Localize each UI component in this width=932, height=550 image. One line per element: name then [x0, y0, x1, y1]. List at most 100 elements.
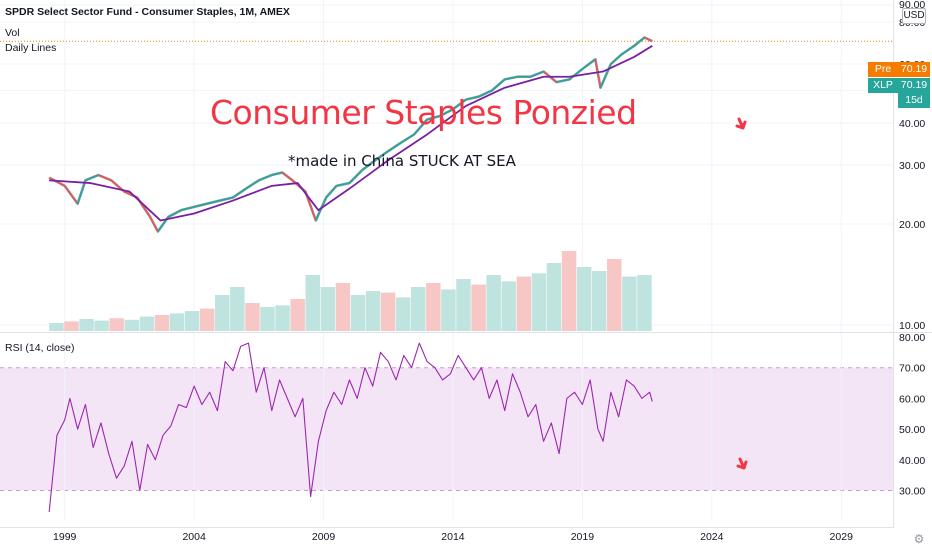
ma-legend[interactable]: Daily Lines — [5, 42, 57, 54]
time-tick-label: 2004 — [182, 531, 206, 543]
price-down-segment — [594, 59, 602, 88]
price-down-segment — [98, 174, 112, 182]
volume-bar — [335, 283, 351, 331]
price-up-segment — [610, 54, 622, 65]
volume-bar — [591, 271, 607, 331]
price-up-segment — [325, 185, 338, 199]
currency-selector[interactable]: USD — [902, 8, 926, 24]
rsi-legend[interactable]: RSI (14, close) — [5, 342, 75, 354]
annotation-headline: Consumer Staples Ponzied — [210, 93, 637, 132]
price-up-segment — [180, 206, 195, 211]
price-up-segment — [452, 98, 467, 110]
symbol-legend-title[interactable]: SPDR Select Sector Fund - Consumer Stapl… — [5, 6, 290, 18]
volume-bar — [380, 292, 396, 331]
price-up-segment — [336, 182, 350, 187]
price-tick-label: 20.00 — [899, 219, 925, 231]
time-tick-label: 2024 — [700, 531, 724, 543]
price-tick-label: 90.00 — [899, 0, 925, 11]
last-price-tag-value: 70.19 — [898, 78, 930, 93]
volume-bar — [637, 275, 652, 331]
volume-bar — [320, 287, 336, 331]
volume-bar — [350, 295, 366, 331]
volume-bar — [607, 259, 622, 331]
down-arrow-rsi-icon — [736, 457, 748, 470]
premarket-tag-value: 70.19 — [898, 62, 930, 77]
price-up-segment — [206, 199, 221, 205]
last-price-tag-label: XLP — [868, 78, 898, 93]
price-up-segment — [568, 68, 583, 81]
volume-bar — [184, 311, 200, 331]
volume-bar — [215, 295, 230, 331]
volume-bar — [501, 281, 516, 331]
price-up-segment — [620, 45, 635, 56]
price-up-segment — [167, 209, 182, 218]
volume-bar — [365, 291, 381, 331]
price-up-segment — [258, 174, 273, 182]
volume-bar — [546, 263, 562, 331]
premarket-tag-label: Pre — [868, 62, 898, 77]
rsi-tick-label: 60.00 — [899, 393, 925, 405]
volume-bar — [486, 275, 501, 331]
price-up-segment — [374, 150, 389, 161]
rsi-band — [0, 367, 893, 491]
price-up-segment — [633, 36, 646, 47]
price-up-segment — [361, 159, 376, 171]
price-up-segment — [193, 202, 208, 208]
volume-bar — [124, 319, 140, 331]
time-tick-label: 2014 — [441, 531, 465, 543]
volume-bar — [49, 323, 64, 331]
price-up-segment — [465, 95, 480, 101]
price-down-segment — [644, 36, 653, 42]
price-up-segment — [387, 141, 402, 152]
price-up-segment — [581, 58, 596, 70]
time-tick-label: 2009 — [312, 531, 336, 543]
volume-bar — [426, 283, 441, 331]
price-up-segment — [556, 78, 570, 83]
price-up-segment — [76, 180, 87, 204]
volume-bar — [169, 313, 185, 331]
price-up-segment — [85, 174, 99, 182]
price-up-segment — [400, 133, 415, 144]
volume-bar — [441, 289, 456, 331]
volume-bar — [290, 299, 305, 331]
volume-bar — [456, 279, 471, 331]
volume-bar — [576, 267, 592, 331]
volume-bar — [471, 284, 486, 331]
price-up-segment — [491, 78, 506, 92]
price-up-segment — [478, 89, 493, 98]
volume-bar — [305, 275, 320, 331]
volume-bar — [561, 251, 577, 331]
price-up-segment — [413, 118, 428, 135]
volume-bar — [154, 315, 170, 331]
price-down-segment — [64, 185, 79, 205]
volume-bar — [395, 297, 411, 331]
price-up-segment — [245, 179, 260, 190]
time-tick-label: 2029 — [830, 531, 854, 543]
volume-bar — [94, 320, 109, 331]
volume-bar — [230, 287, 245, 331]
price-up-segment — [426, 115, 441, 121]
volume-bar — [79, 319, 94, 331]
rsi-tick-label: 40.00 — [899, 455, 925, 467]
ma-line — [49, 45, 653, 222]
down-arrow-price-icon — [735, 117, 747, 130]
price-tick-label: 40.00 — [899, 118, 925, 130]
time-tick-label: 2019 — [571, 531, 595, 543]
volume-bar — [622, 276, 637, 331]
volume-bar — [109, 318, 124, 331]
volume-bar — [275, 305, 290, 331]
price-up-segment — [439, 108, 454, 117]
settings-gear-icon[interactable]: ⚙ — [913, 532, 925, 546]
volume-bar — [411, 287, 426, 331]
bar-countdown: 15d 8h — [898, 93, 930, 121]
volume-bar — [516, 276, 532, 331]
volume-legend[interactable]: Vol — [5, 27, 20, 39]
price-tick-label: 30.00 — [899, 160, 925, 172]
price-down-segment — [281, 171, 293, 181]
price-tick-label: 10.00 — [899, 320, 925, 332]
volume-bar — [531, 273, 547, 331]
volume-bar — [139, 316, 155, 331]
price-up-segment — [232, 188, 247, 199]
rsi-tick-label: 30.00 — [899, 485, 925, 497]
